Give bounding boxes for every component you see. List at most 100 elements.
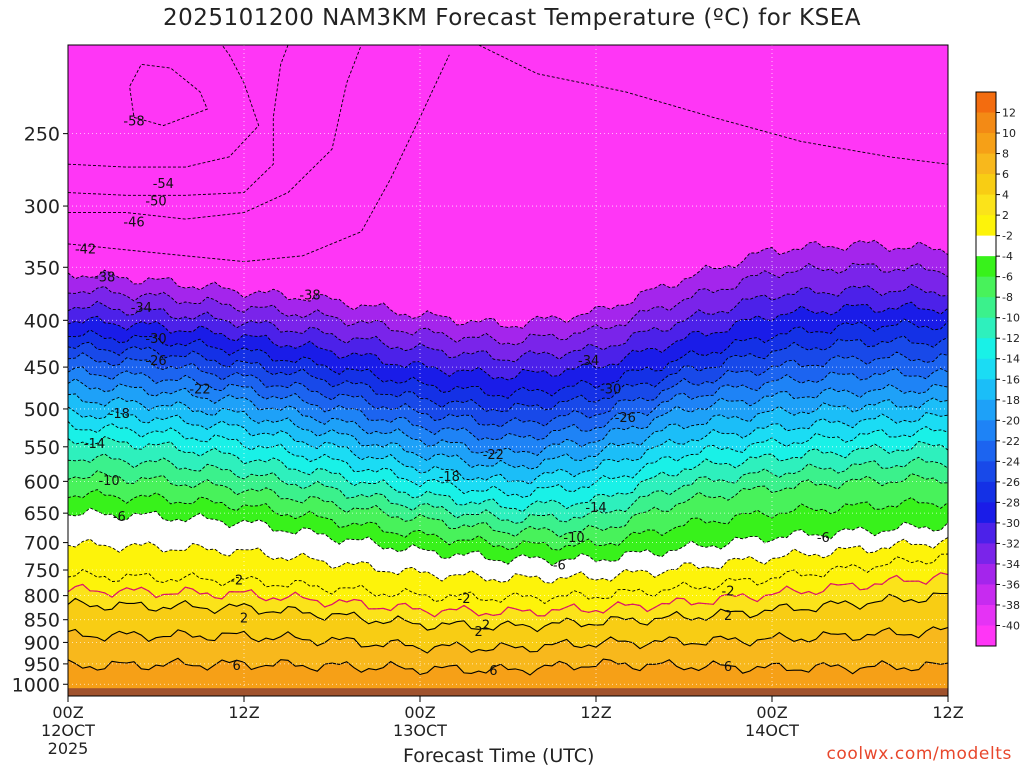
y-tick: 850	[24, 610, 68, 632]
contour-label: -26	[615, 411, 636, 426]
colorbar-label: -22	[1002, 435, 1020, 448]
isotherm-line	[68, 470, 948, 538]
contour-label: 2	[240, 611, 248, 626]
isotherm-line	[68, 262, 948, 346]
y-tick-label: 250	[24, 124, 60, 146]
freezing-level-line	[68, 572, 948, 618]
isotherm-layer	[68, 45, 948, 676]
colorbar-label: 8	[1002, 148, 1009, 161]
contour-label: -58	[123, 115, 144, 130]
contour-label: 2	[724, 609, 732, 624]
colorbar-swatch	[976, 461, 996, 483]
colorbar-swatch	[976, 481, 996, 503]
colorbar-swatch	[976, 174, 996, 196]
colorbar-label: -36	[1002, 578, 1020, 591]
contour-label: -10	[563, 531, 584, 546]
y-tick-label: 950	[24, 654, 60, 676]
colorbar-label: -34	[1002, 558, 1020, 571]
contour-label: -38	[299, 289, 320, 304]
colorbar-label: -30	[1002, 517, 1020, 530]
contour-label: 6	[724, 660, 732, 675]
colorbar-label: -40	[1002, 619, 1020, 632]
contour-label: -2	[722, 585, 735, 600]
isotherm-line-upper	[68, 54, 450, 263]
contour-label: -54	[153, 177, 174, 192]
y-tick-label: 500	[24, 399, 60, 421]
colorbar-swatch	[976, 338, 996, 360]
fill-band	[68, 658, 948, 696]
x-tick-label: 00Z	[756, 703, 787, 722]
colorbar: 12 10 8 6 4 2 -2 -4 -6 -8 -10 -12 -14 -16 -18 -20 -22 -24…	[975, 91, 1020, 647]
isotherm-line	[68, 335, 948, 413]
contour-label: 2	[475, 625, 483, 640]
isotherm-line	[68, 436, 948, 513]
colorbar-swatch	[976, 399, 996, 421]
colorbar-swatch	[976, 194, 996, 216]
isotherm-line	[68, 318, 948, 399]
colorbar-swatch	[976, 276, 996, 298]
colorbar-label: -38	[1002, 599, 1020, 612]
contour-label: 6	[489, 664, 497, 679]
colorbar-swatch	[976, 379, 996, 401]
x-tick-label: 00Z	[404, 703, 435, 722]
x-tick-date: 13OCT	[393, 721, 447, 740]
grid-layer	[68, 45, 948, 696]
y-tick: 300	[24, 196, 68, 218]
contour-label: -6	[113, 510, 126, 525]
credit-text[interactable]: coolwx.com/modelts	[826, 744, 1012, 764]
y-tick: 800	[24, 586, 68, 608]
contour-label-layer: -58-54-50-46-42-38-38-34-34-30-30-26-26-…	[75, 115, 830, 679]
colorbar-swatch	[976, 358, 996, 380]
y-tick-label: 750	[24, 560, 60, 582]
ground-fill	[68, 688, 948, 696]
x-tick-label: 12Z	[932, 703, 963, 722]
contour-label: -6	[817, 531, 830, 546]
contour-label: -14	[585, 501, 606, 516]
y-tick: 900	[24, 632, 68, 654]
colorbar-label: -8	[1002, 291, 1013, 304]
contour-label: -42	[75, 243, 96, 258]
colorbar-swatch	[976, 256, 996, 278]
y-tick: 700	[24, 533, 68, 555]
y-tick: 650	[24, 503, 68, 525]
contour-label: -2	[230, 573, 243, 588]
x-tick-date: 12OCT	[41, 721, 95, 740]
colorbar-swatch	[976, 625, 996, 647]
contour-label: -22	[189, 383, 210, 398]
y-tick-label: 350	[24, 257, 60, 279]
contour-label: -14	[84, 437, 105, 452]
contour-label: -46	[123, 216, 144, 231]
colorbar-label: -6	[1002, 271, 1013, 284]
contour-label: -18	[109, 407, 130, 422]
contour-label: 2	[482, 618, 490, 633]
y-tick-label: 650	[24, 503, 60, 525]
y-tick-label: 300	[24, 196, 60, 218]
isotherm-line-upper	[68, 45, 289, 196]
y-tick-label: 850	[24, 610, 60, 632]
isotherm-line	[68, 489, 948, 551]
colorbar-label: 10	[1002, 127, 1016, 140]
colorbar-swatch	[976, 215, 996, 237]
colorbar-swatch	[976, 153, 996, 175]
x-tick-date: 14OCT	[745, 721, 799, 740]
isotherm-line-upper	[68, 45, 362, 220]
isotherm-line	[68, 366, 948, 441]
colorbar-label: -28	[1002, 496, 1020, 509]
contour-label: -30	[145, 332, 166, 347]
isotherm-line	[68, 507, 948, 567]
colorbar-label: -20	[1002, 414, 1020, 427]
colorbar-swatch	[976, 235, 996, 257]
isotherm-line	[68, 537, 948, 584]
x-axis-label: Forecast Time (UTC)	[403, 745, 595, 767]
x-tick-label: 12Z	[580, 703, 611, 722]
y-tick: 600	[24, 471, 68, 493]
colorbar-swatch	[976, 604, 996, 626]
contour-label: -26	[145, 354, 166, 369]
colorbar-label: -10	[1002, 312, 1020, 325]
x-tick-label: 12Z	[228, 703, 259, 722]
y-tick-label: 800	[24, 586, 60, 608]
